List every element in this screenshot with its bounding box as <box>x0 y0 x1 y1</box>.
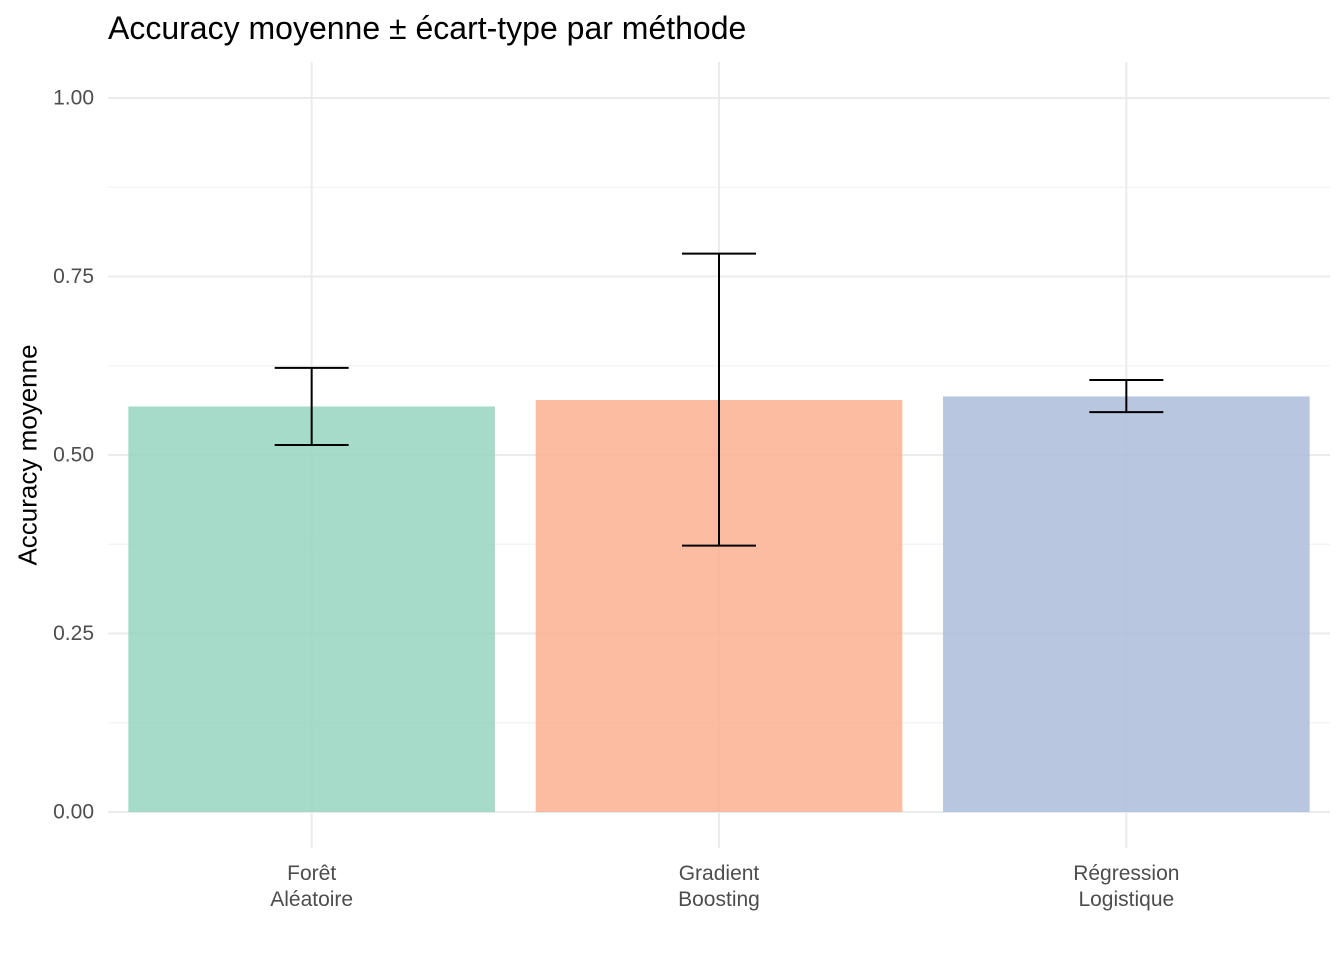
y-tick-label: 0.25 <box>53 622 94 645</box>
x-tick-label: Régression Logistique <box>1073 862 1179 911</box>
chart-title: Accuracy moyenne ± écart-type par méthod… <box>108 10 747 46</box>
x-tick-label-line: Régression <box>1073 862 1179 885</box>
x-tick-label-line: Gradient <box>679 862 760 885</box>
x-tick-label-line: Boosting <box>678 888 760 911</box>
x-tick-label-line: Aléatoire <box>270 888 353 911</box>
y-axis-label: Accuracy moyenne <box>12 344 43 566</box>
y-tick-label: 0.50 <box>53 444 94 467</box>
x-tick-label: Forêt Aléatoire <box>270 862 353 911</box>
y-tick-label: 0.75 <box>53 265 94 288</box>
y-tick-label: 0.00 <box>53 801 94 824</box>
bar <box>128 406 495 812</box>
bar <box>943 396 1310 812</box>
x-tick-label-line: Logistique <box>1078 888 1174 911</box>
x-tick-label: Gradient Boosting <box>678 862 760 911</box>
y-tick-label: 1.00 <box>53 87 94 110</box>
x-tick-label-line: Forêt <box>287 862 336 885</box>
